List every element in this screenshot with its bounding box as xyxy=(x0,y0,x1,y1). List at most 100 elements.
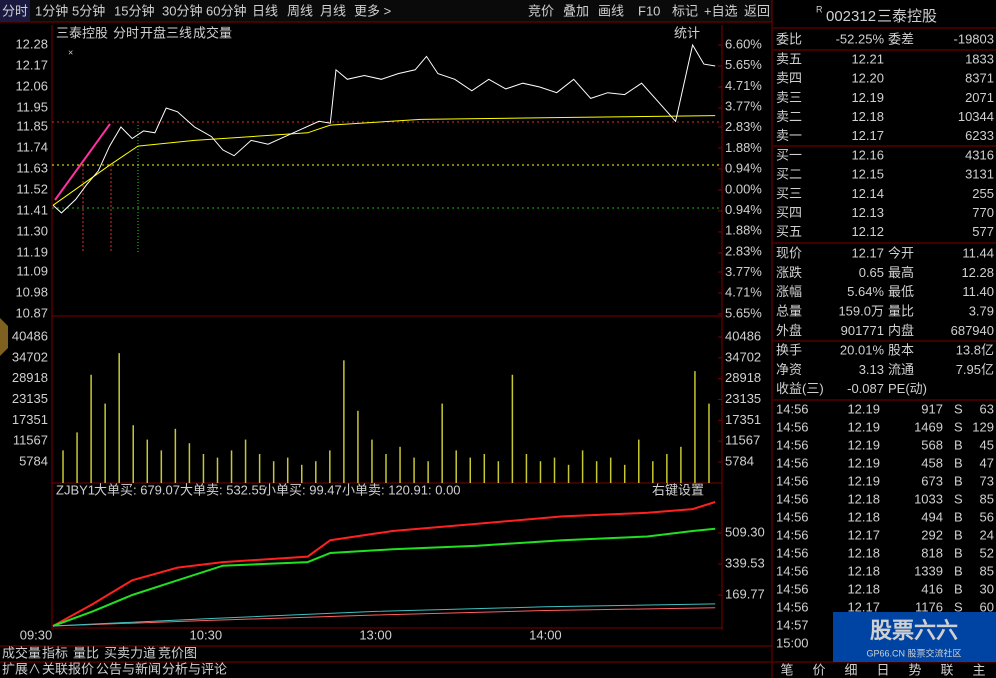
stat-label: 涨跌 xyxy=(776,265,802,280)
stat-label: 收益(三) xyxy=(776,381,824,396)
stat-label: PE(动) xyxy=(888,381,927,396)
indicator-legend: 大单卖: 532.55 xyxy=(180,482,266,497)
panel-tab[interactable]: 笔 xyxy=(780,662,793,677)
tick-cell: B xyxy=(954,563,963,578)
bottom-tab[interactable]: 公告与新闻 xyxy=(96,661,161,676)
volume-tick-label-right: 11567 xyxy=(725,433,760,448)
indicator-name: ZJBY1 xyxy=(56,482,95,497)
volume-tick-label-right: 17351 xyxy=(725,412,761,427)
period-tab[interactable]: 1分钟 xyxy=(35,3,68,18)
book-label: 买四 xyxy=(776,205,802,220)
tool-button[interactable]: 标记 xyxy=(672,3,698,18)
bottom-tab[interactable]: 扩展∧ xyxy=(2,661,41,676)
period-tab[interactable]: 日线 xyxy=(252,3,278,18)
price-line xyxy=(52,43,716,214)
bottom-tab[interactable]: 成交量 xyxy=(2,645,41,660)
bottom-tab[interactable]: 量比 xyxy=(73,645,99,660)
volume-tick-label: 28918 xyxy=(12,370,48,385)
panel-tab[interactable]: 细 xyxy=(844,662,857,677)
stats-button[interactable]: 统计 xyxy=(674,25,700,40)
tick-cell: 14:56 xyxy=(776,563,809,578)
book-label: 卖三 xyxy=(776,90,802,105)
bottom-tab[interactable]: 竞价图 xyxy=(158,645,197,660)
tick-cell: 12.19 xyxy=(847,437,880,452)
chart-header-item: 三泰控股 xyxy=(56,25,108,40)
tool-button[interactable]: 叠加 xyxy=(563,3,589,18)
period-tab[interactable]: 30分钟 xyxy=(162,3,202,18)
panel-tab[interactable]: 势 xyxy=(908,662,921,677)
watermark-title: 股票六六 xyxy=(870,618,958,643)
period-tab[interactable]: 分时 xyxy=(2,3,28,18)
percent-tick-label: 4.71% xyxy=(725,78,762,93)
tick-cell: 14:56 xyxy=(776,491,809,506)
panel-tab[interactable]: 主 xyxy=(972,662,985,677)
chart-header-item[interactable]: 分时 xyxy=(113,25,139,40)
panel-tab[interactable]: 价 xyxy=(812,662,825,677)
tick-cell: B xyxy=(954,527,963,542)
flag: R xyxy=(816,4,823,14)
indicator-legend: 小单买: 99.47 xyxy=(263,482,342,497)
tick-cell: 129 xyxy=(972,419,994,434)
tick-cell: 1469 xyxy=(914,419,943,434)
bottom-tab[interactable]: 指标 xyxy=(42,645,68,660)
tick-cell: 494 xyxy=(921,509,943,524)
volume-tick-label-right: 5784 xyxy=(725,453,754,468)
stat-label: 今开 xyxy=(888,245,914,260)
percent-tick-label: 4.71% xyxy=(725,285,762,300)
percent-tick-label: 5.65% xyxy=(725,305,762,320)
tick-cell: S xyxy=(954,599,963,614)
tick-cell: 14:56 xyxy=(776,437,809,452)
tool-button[interactable]: F10 xyxy=(638,3,660,18)
tick-cell: 52 xyxy=(980,545,994,560)
period-tab[interactable]: 15分钟 xyxy=(114,3,154,18)
tick-cell: 12.18 xyxy=(847,509,880,524)
volume-tick-label-right: 40486 xyxy=(725,328,761,343)
indicator-tail: : 0.00 xyxy=(428,482,461,497)
tick-cell: 85 xyxy=(980,563,994,578)
indicator-settings[interactable]: 右键设置 xyxy=(652,482,704,497)
tick-cell: 73 xyxy=(980,473,994,488)
bottom-tab[interactable]: 分析与评论 xyxy=(162,661,227,676)
time-label: 09:30 xyxy=(20,627,53,642)
stat-value: 11.44 xyxy=(962,245,994,260)
indicator-tick-label: 509.30 xyxy=(725,524,765,539)
price-tick-label: 12.17 xyxy=(15,57,48,72)
volume-tick-label: 23135 xyxy=(12,391,48,406)
tool-button[interactable]: 返回 xyxy=(744,3,770,18)
period-tab[interactable]: 月线 xyxy=(320,3,346,18)
chart-header-item[interactable]: 成交量 xyxy=(193,25,232,40)
tick-cell: 60 xyxy=(980,599,994,614)
price-tick-label: 11.52 xyxy=(16,181,48,196)
indicator-legend: 小单卖: 120.91 xyxy=(342,482,428,497)
tick-cell: 24 xyxy=(980,527,994,542)
period-tab[interactable]: 更多 > xyxy=(354,3,391,18)
tool-button[interactable]: +自选 xyxy=(704,3,738,18)
tool-button[interactable]: 竞价 xyxy=(528,3,554,18)
chart-header-item[interactable]: 开盘三线 xyxy=(140,25,192,40)
volume-tick-label: 40486 xyxy=(12,328,48,343)
book-price: 12.19 xyxy=(851,90,884,105)
percent-tick-label: 1.88% xyxy=(725,223,762,238)
panel-tab[interactable]: 联 xyxy=(940,662,953,677)
ratio-label: 委比 xyxy=(776,31,802,46)
percent-tick-label: 5.65% xyxy=(725,57,762,72)
book-price: 12.18 xyxy=(851,109,884,124)
stat-value: 20.01% xyxy=(840,342,885,357)
price-tick-label: 11.09 xyxy=(16,263,48,278)
stock-name: 三泰控股 xyxy=(877,8,937,25)
period-tab[interactable]: 60分钟 xyxy=(206,3,246,18)
stat-value: 11.40 xyxy=(962,284,994,299)
tool-button[interactable]: 画线 xyxy=(598,3,624,18)
bottom-tab[interactable]: 买卖力道 xyxy=(104,645,156,660)
percent-tick-label: 2.83% xyxy=(725,243,762,258)
bottom-tab[interactable]: 关联报价 xyxy=(42,661,94,676)
tick-cell: 56 xyxy=(980,509,994,524)
period-tab[interactable]: 周线 xyxy=(287,3,313,18)
stock-code: 002312 xyxy=(826,8,876,25)
period-tab[interactable]: 5分钟 xyxy=(72,3,105,18)
stat-value: 13.8亿 xyxy=(956,342,994,357)
panel-tab[interactable]: 日 xyxy=(876,662,889,677)
volume-tick-label: 5784 xyxy=(19,453,48,468)
book-label: 卖四 xyxy=(776,71,802,86)
